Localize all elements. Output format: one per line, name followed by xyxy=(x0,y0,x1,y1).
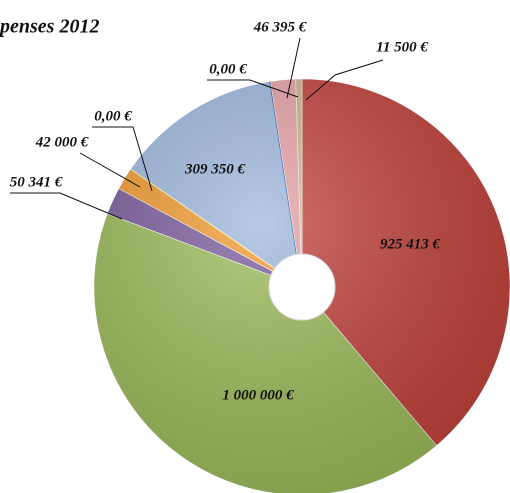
data-label: 50 341 € xyxy=(10,174,63,190)
leader-line xyxy=(305,59,384,101)
data-label: 11 500 € xyxy=(376,39,428,55)
data-label: 309 350 € xyxy=(184,161,246,177)
chart-title: penses 2012 xyxy=(0,16,99,38)
donut-hole xyxy=(268,253,336,321)
data-label: 1 000 000 € xyxy=(222,387,294,403)
data-label: 925 413 € xyxy=(380,236,441,252)
pie xyxy=(93,78,510,493)
leader-line xyxy=(286,37,301,99)
data-label: 0,00 € xyxy=(94,108,132,124)
leader-line xyxy=(79,152,141,188)
leader-line xyxy=(92,126,153,192)
data-label: 46 395 € xyxy=(253,19,307,35)
leader-line xyxy=(10,192,123,220)
data-label: 0,00 € xyxy=(209,61,247,77)
leader-line xyxy=(207,79,299,98)
data-label: 42 000 € xyxy=(35,134,89,150)
